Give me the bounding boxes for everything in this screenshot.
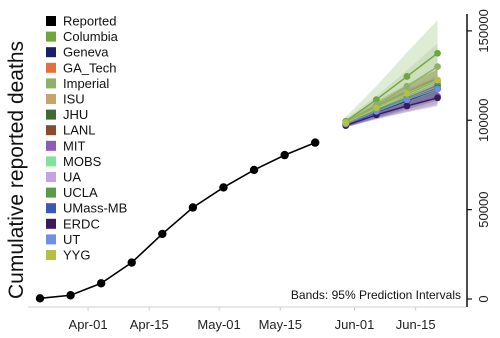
legend-label-ga-tech: GA_Tech — [63, 60, 116, 75]
legend-swatch-geneva — [46, 47, 56, 58]
point-reported — [311, 138, 320, 147]
x-axis-ticks: Apr-01 Apr-15 May-01 May-15 Jun-01 Jun-15 — [69, 307, 436, 332]
x-tick-label: Jun-15 — [396, 317, 436, 332]
point-columbia — [403, 73, 411, 80]
point-imperial — [434, 63, 441, 71]
legend-swatch-mobs — [46, 156, 56, 167]
point-reported — [188, 203, 198, 212]
y-axis-ticks: 0 50000 100000 150000 — [467, 9, 491, 303]
legend-label-mobs: MOBS — [63, 154, 102, 169]
legend: ReportedColumbiaGenevaGA_TechImperialISU… — [46, 14, 127, 263]
legend-swatch-yyg — [46, 250, 56, 260]
legend-swatch-lanl — [46, 125, 56, 136]
point-ut — [403, 96, 411, 104]
point-reported — [280, 150, 289, 160]
legend-label-reported: Reported — [63, 14, 116, 29]
y-tick-label: 0 — [476, 295, 491, 302]
legend-label-lanl: LANL — [63, 123, 96, 138]
point-reported — [249, 165, 259, 175]
point-columbia — [434, 49, 441, 57]
bands-annotation: Bands: 95% Prediction Intervals — [291, 288, 461, 302]
line-erdc — [345, 97, 438, 127]
legend-swatch-ga-tech — [46, 62, 56, 73]
x-tick-label: Apr-01 — [69, 317, 108, 332]
y-tick-label: 150000 — [476, 9, 491, 52]
x-tick-label: Jun-01 — [335, 317, 375, 332]
point-columbia — [372, 96, 380, 104]
legend-label-mit: MIT — [63, 138, 85, 153]
point-reported — [127, 258, 136, 267]
legend-swatch-ucla — [46, 187, 56, 198]
legend-swatch-columbia — [46, 31, 56, 42]
point-ut — [434, 85, 441, 93]
point-yyg — [434, 76, 441, 84]
point-reported — [96, 279, 106, 288]
line-mit — [345, 95, 438, 126]
legend-swatch-imperial — [46, 78, 56, 89]
legend-swatch-isu — [46, 94, 56, 104]
point-erdc — [403, 102, 411, 110]
band-columbia — [345, 20, 438, 126]
x-tick-label: Apr-15 — [130, 317, 169, 332]
point-reported — [66, 291, 75, 300]
legend-swatch-mit — [46, 140, 56, 151]
point-erdc — [434, 94, 441, 102]
x-tick-label: May-01 — [197, 317, 240, 332]
legend-label-yyg: YYG — [63, 248, 90, 263]
legend-label-columbia: Columbia — [63, 29, 119, 44]
y-tick-label: 100000 — [476, 99, 491, 142]
x-tick-label: May-15 — [259, 317, 302, 332]
line-columbia — [345, 52, 438, 122]
point-yyg — [342, 119, 350, 127]
legend-label-ua: UA — [63, 170, 81, 185]
series-lines — [345, 52, 438, 127]
line-reported — [39, 141, 316, 300]
point-reported — [158, 229, 167, 239]
legend-label-umass-mb: UMass-MB — [63, 201, 127, 216]
point-yyg — [403, 90, 411, 97]
legend-swatch-reported — [46, 16, 56, 26]
point-imperial — [403, 82, 411, 90]
line-ut — [345, 88, 438, 125]
legend-label-erdc: ERDC — [63, 216, 100, 231]
point-reported — [35, 294, 45, 303]
legend-label-imperial: Imperial — [63, 76, 109, 91]
line-imperial — [345, 66, 438, 123]
legend-label-geneva: Geneva — [63, 45, 109, 60]
y-axis-label: Cumulative reported deaths — [5, 41, 28, 299]
legend-swatch-ua — [46, 172, 56, 182]
line-yyg — [345, 79, 438, 124]
point-reported — [219, 183, 228, 192]
legend-swatch-umass-mb — [46, 203, 56, 214]
series-points — [35, 49, 441, 303]
legend-label-ucla: UCLA — [63, 185, 98, 200]
y-tick-label: 50000 — [476, 192, 491, 228]
legend-label-jhu: JHU — [63, 107, 88, 122]
legend-label-isu: ISU — [63, 92, 85, 107]
point-yyg — [372, 104, 380, 112]
legend-label-ut: UT — [63, 232, 80, 247]
legend-swatch-erdc — [46, 218, 56, 229]
legend-swatch-jhu — [46, 109, 56, 120]
legend-swatch-ut — [46, 234, 56, 245]
